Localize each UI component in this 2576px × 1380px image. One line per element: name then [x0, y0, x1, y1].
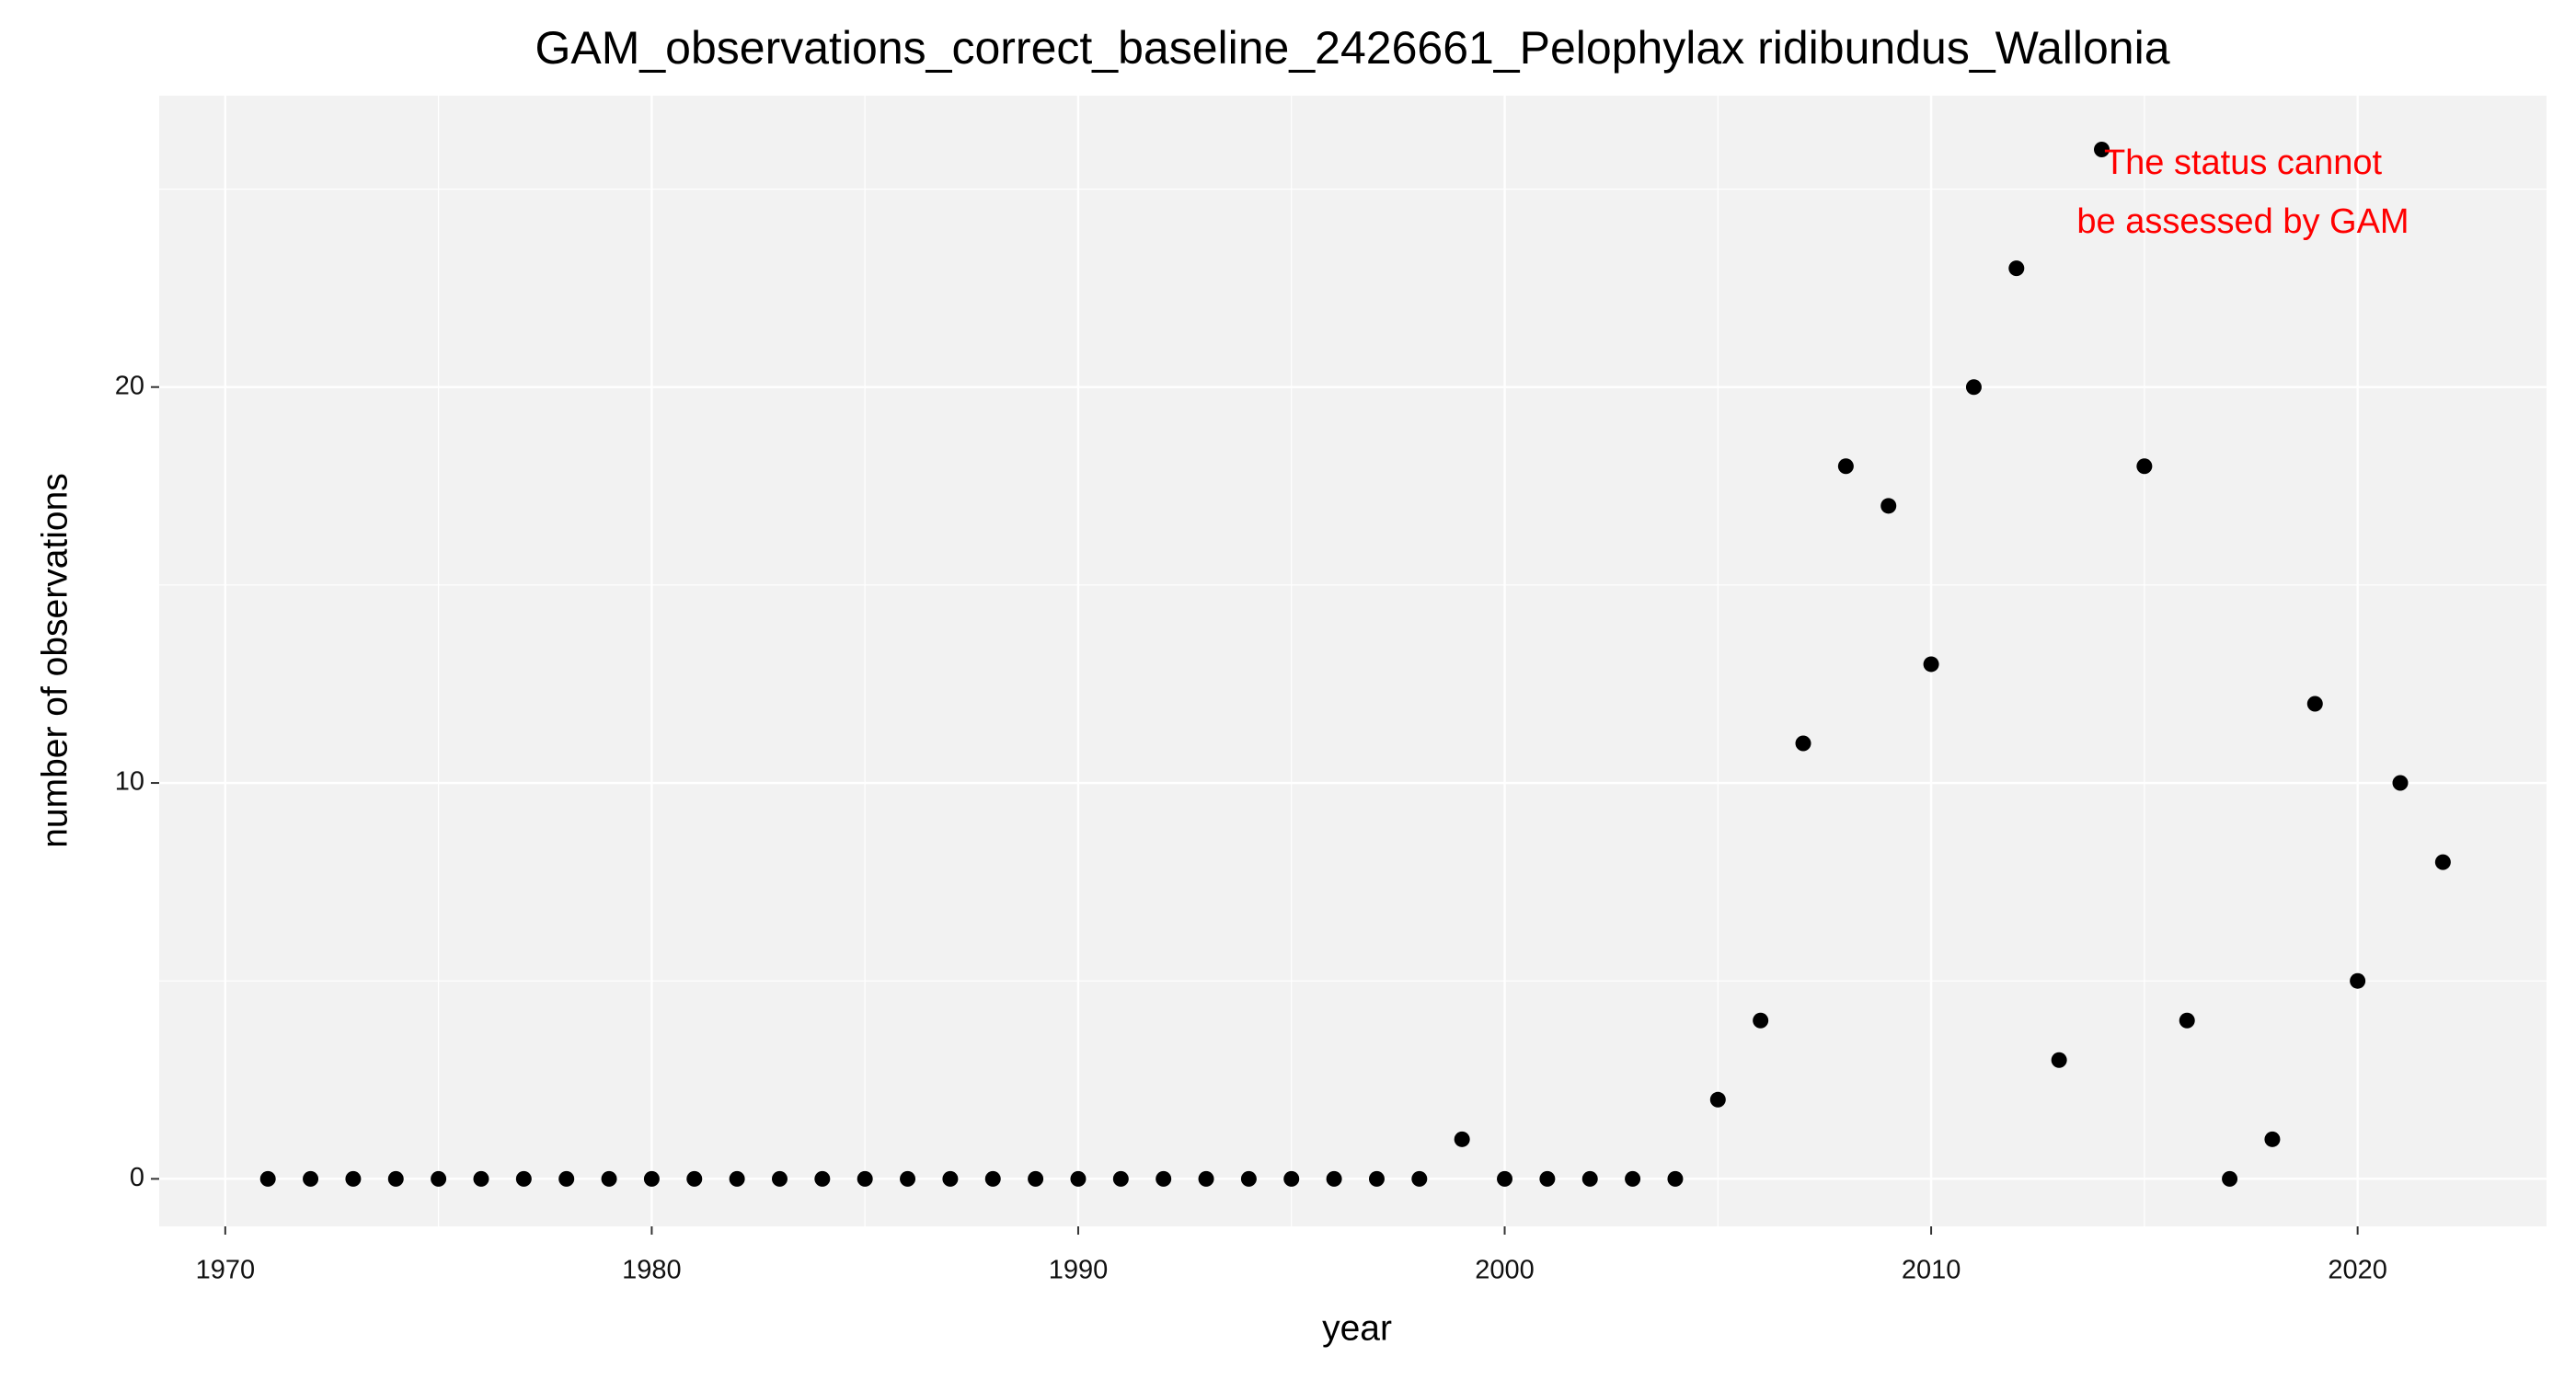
points: [259, 142, 2451, 1187]
point: [1198, 1170, 1214, 1187]
point: [1283, 1170, 1300, 1187]
point: [2222, 1170, 2238, 1187]
point: [814, 1170, 831, 1187]
point: [558, 1170, 575, 1187]
point: [303, 1170, 319, 1187]
point: [686, 1170, 703, 1187]
point: [1795, 735, 1811, 752]
point: [1753, 1012, 1769, 1029]
x-axis-title: year: [1322, 1308, 1392, 1348]
point: [1667, 1170, 1684, 1187]
x-tick-label: 2010: [1902, 1256, 1961, 1285]
point: [2392, 775, 2409, 791]
point: [1539, 1170, 1556, 1187]
annotation: be assessed by GAM: [2076, 202, 2409, 241]
point: [1112, 1170, 1129, 1187]
point: [1625, 1170, 1641, 1187]
point: [2306, 696, 2323, 712]
point: [1326, 1170, 1342, 1187]
point: [1070, 1170, 1087, 1187]
point: [345, 1170, 362, 1187]
point: [2008, 260, 2025, 277]
x-tick-label: 2000: [1475, 1256, 1535, 1285]
point: [2350, 972, 2366, 989]
point: [601, 1170, 617, 1187]
point: [1411, 1170, 1428, 1187]
chart-title: GAM_observations_correct_baseline_242666…: [535, 22, 2169, 74]
x-tick-label: 2020: [2328, 1256, 2387, 1285]
point: [1965, 379, 1982, 396]
point: [431, 1170, 447, 1187]
x-tick-label: 1970: [196, 1256, 256, 1285]
point: [2136, 458, 2153, 475]
point: [900, 1170, 916, 1187]
point: [1454, 1131, 1470, 1147]
point: [1709, 1091, 1726, 1108]
x-tick-label: 1990: [1049, 1256, 1109, 1285]
y-tick-label: 10: [115, 767, 144, 797]
point: [643, 1170, 660, 1187]
point: [387, 1170, 404, 1187]
point: [1497, 1170, 1513, 1187]
point: [2094, 142, 2110, 158]
point: [1028, 1170, 1044, 1187]
point: [473, 1170, 489, 1187]
point: [729, 1170, 745, 1187]
point: [1368, 1170, 1385, 1187]
point: [857, 1170, 873, 1187]
point: [2179, 1012, 2195, 1029]
point: [259, 1170, 276, 1187]
point: [1581, 1170, 1598, 1187]
point: [1880, 498, 1897, 514]
point: [1923, 656, 1939, 673]
x-tick-label: 1980: [622, 1256, 682, 1285]
y-axis-title: number of observations: [35, 473, 75, 848]
plot-panel: [159, 96, 2547, 1226]
point: [1240, 1170, 1257, 1187]
point: [942, 1170, 959, 1187]
point: [771, 1170, 788, 1187]
annotation: The status cannot: [2104, 144, 2383, 182]
point: [1837, 458, 1854, 475]
y-tick-label: 0: [130, 1163, 144, 1192]
point: [2051, 1052, 2067, 1068]
point: [2434, 854, 2451, 870]
point: [515, 1170, 532, 1187]
y-tick-label: 20: [115, 371, 144, 400]
point: [1156, 1170, 1172, 1187]
point: [2264, 1131, 2281, 1147]
point: [984, 1170, 1001, 1187]
